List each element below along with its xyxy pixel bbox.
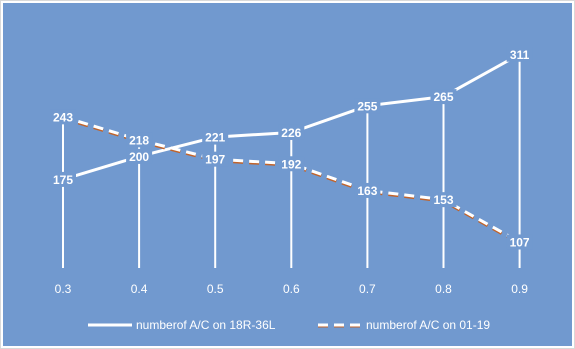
series-2-value-label-0.4: 218 [129,133,149,147]
series-1-value-label-0.9: 311 [510,48,530,62]
series-1-value-label-0.5: 221 [205,131,225,145]
series-2-value-label-0.7: 163 [357,184,377,198]
legend-item-series-1: numberof A/C on 18R-36L [88,318,276,332]
data-label-bg [278,156,305,172]
legend-label-series-1: numberof A/C on 18R-36L [136,318,276,332]
x-tick-label-0.7: 0.7 [359,282,376,296]
x-tick-label-0.9: 0.9 [511,282,528,296]
legend: numberof A/C on 18R-36L numberof A/C on … [88,318,490,332]
x-tick-label-0.4: 0.4 [131,282,148,296]
series-1-value-label-0.4: 200 [129,150,149,164]
data-label-bg [506,234,533,250]
series-1-value-label-0.6: 226 [281,126,301,140]
data-label-bg [202,129,229,145]
x-tick-label-0.3: 0.3 [55,282,72,296]
legend-label-series-2: numberof A/C on 01-19 [366,318,490,332]
data-label-bg [50,171,76,187]
data-label-bg [126,148,153,164]
data-labels: 175 200 221 226 255 265 311 243 218 197 192 163 153 1… [50,46,533,250]
series-2-value-label-0.8: 153 [433,193,453,207]
x-tick-label-0.6: 0.6 [283,282,300,296]
data-label-bg [430,192,457,208]
data-label-bg [202,151,229,167]
series-1-value-label-0.3: 175 [53,173,73,187]
chart-background [3,3,572,346]
series-2-value-label-0.9: 107 [510,235,530,249]
x-tick-label-0.8: 0.8 [435,282,452,296]
data-label-bg [354,98,381,114]
series-2-value-label-0.5: 197 [205,153,225,167]
data-label-bg [506,46,533,62]
data-label-bg [430,89,457,105]
data-label-bg [354,182,381,198]
series-1-value-label-0.8: 265 [433,90,453,104]
x-axis-ticks: 0.3 0.4 0.5 0.6 0.7 0.8 0.9 [55,282,529,296]
x-tick-label-0.5: 0.5 [207,282,224,296]
series-2-value-label-0.6: 192 [281,157,301,171]
data-label-bg [278,124,305,140]
series-2-value-label-0.3: 243 [53,110,73,124]
series-1-value-label-0.7: 255 [357,99,377,113]
legend-item-series-2: numberof A/C on 01-19 [318,318,490,332]
data-label-bg [50,109,76,125]
data-label-bg [126,132,153,148]
